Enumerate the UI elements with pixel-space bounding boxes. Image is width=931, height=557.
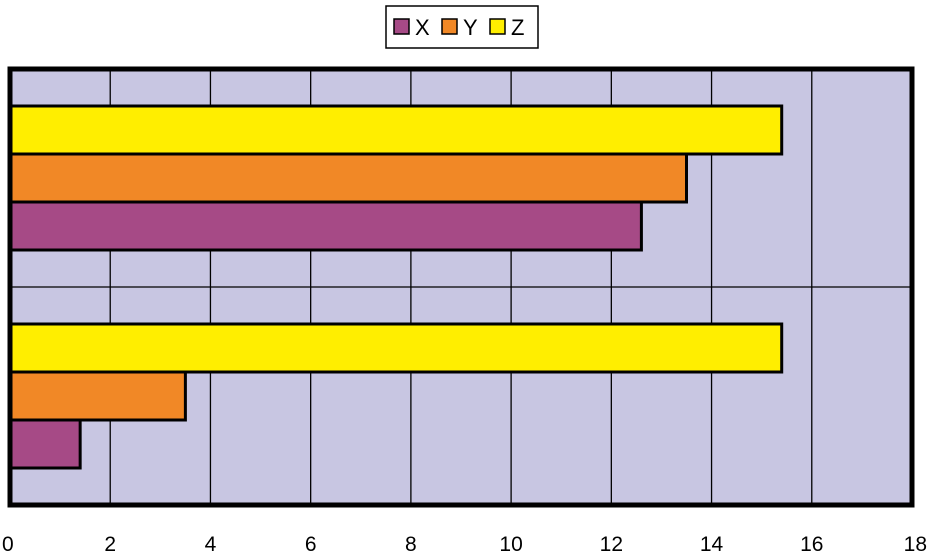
x-tick-label-2: 2: [104, 533, 116, 556]
plot-border: [7, 66, 915, 508]
x-axis-ticks: 0 2 4 6 8 10 12 14 16 18: [2, 533, 927, 556]
bar-y-1: [8, 152, 688, 204]
bar-x-2: [8, 418, 82, 470]
x-tick-label-4: 4: [205, 533, 217, 556]
bar-y-2: [8, 370, 187, 422]
x-tick-label-18: 18: [904, 533, 927, 556]
x-tick-label-8: 8: [405, 533, 417, 556]
x-tick-label-16: 16: [800, 533, 823, 556]
x-tick-label-0: 0: [2, 533, 14, 556]
x-tick-label-12: 12: [600, 533, 623, 556]
legend-box: [385, 5, 539, 49]
bar-z-2: [8, 322, 784, 374]
legend-swatch-x: [393, 18, 410, 35]
legend-swatch-z: [489, 18, 506, 35]
bar-x-1: [8, 200, 643, 252]
bars: [8, 104, 784, 470]
legend-swatch-y: [441, 18, 458, 35]
legend-label-y: Y: [463, 15, 478, 40]
x-tick-label-10: 10: [499, 533, 522, 556]
legend-label-z: Z: [511, 15, 524, 40]
legend: X Y Z: [385, 5, 539, 49]
bar-z-1: [8, 104, 784, 156]
x-tick-label-6: 6: [305, 533, 317, 556]
legend-label-x: X: [415, 15, 430, 40]
x-tick-label-14: 14: [700, 533, 724, 556]
